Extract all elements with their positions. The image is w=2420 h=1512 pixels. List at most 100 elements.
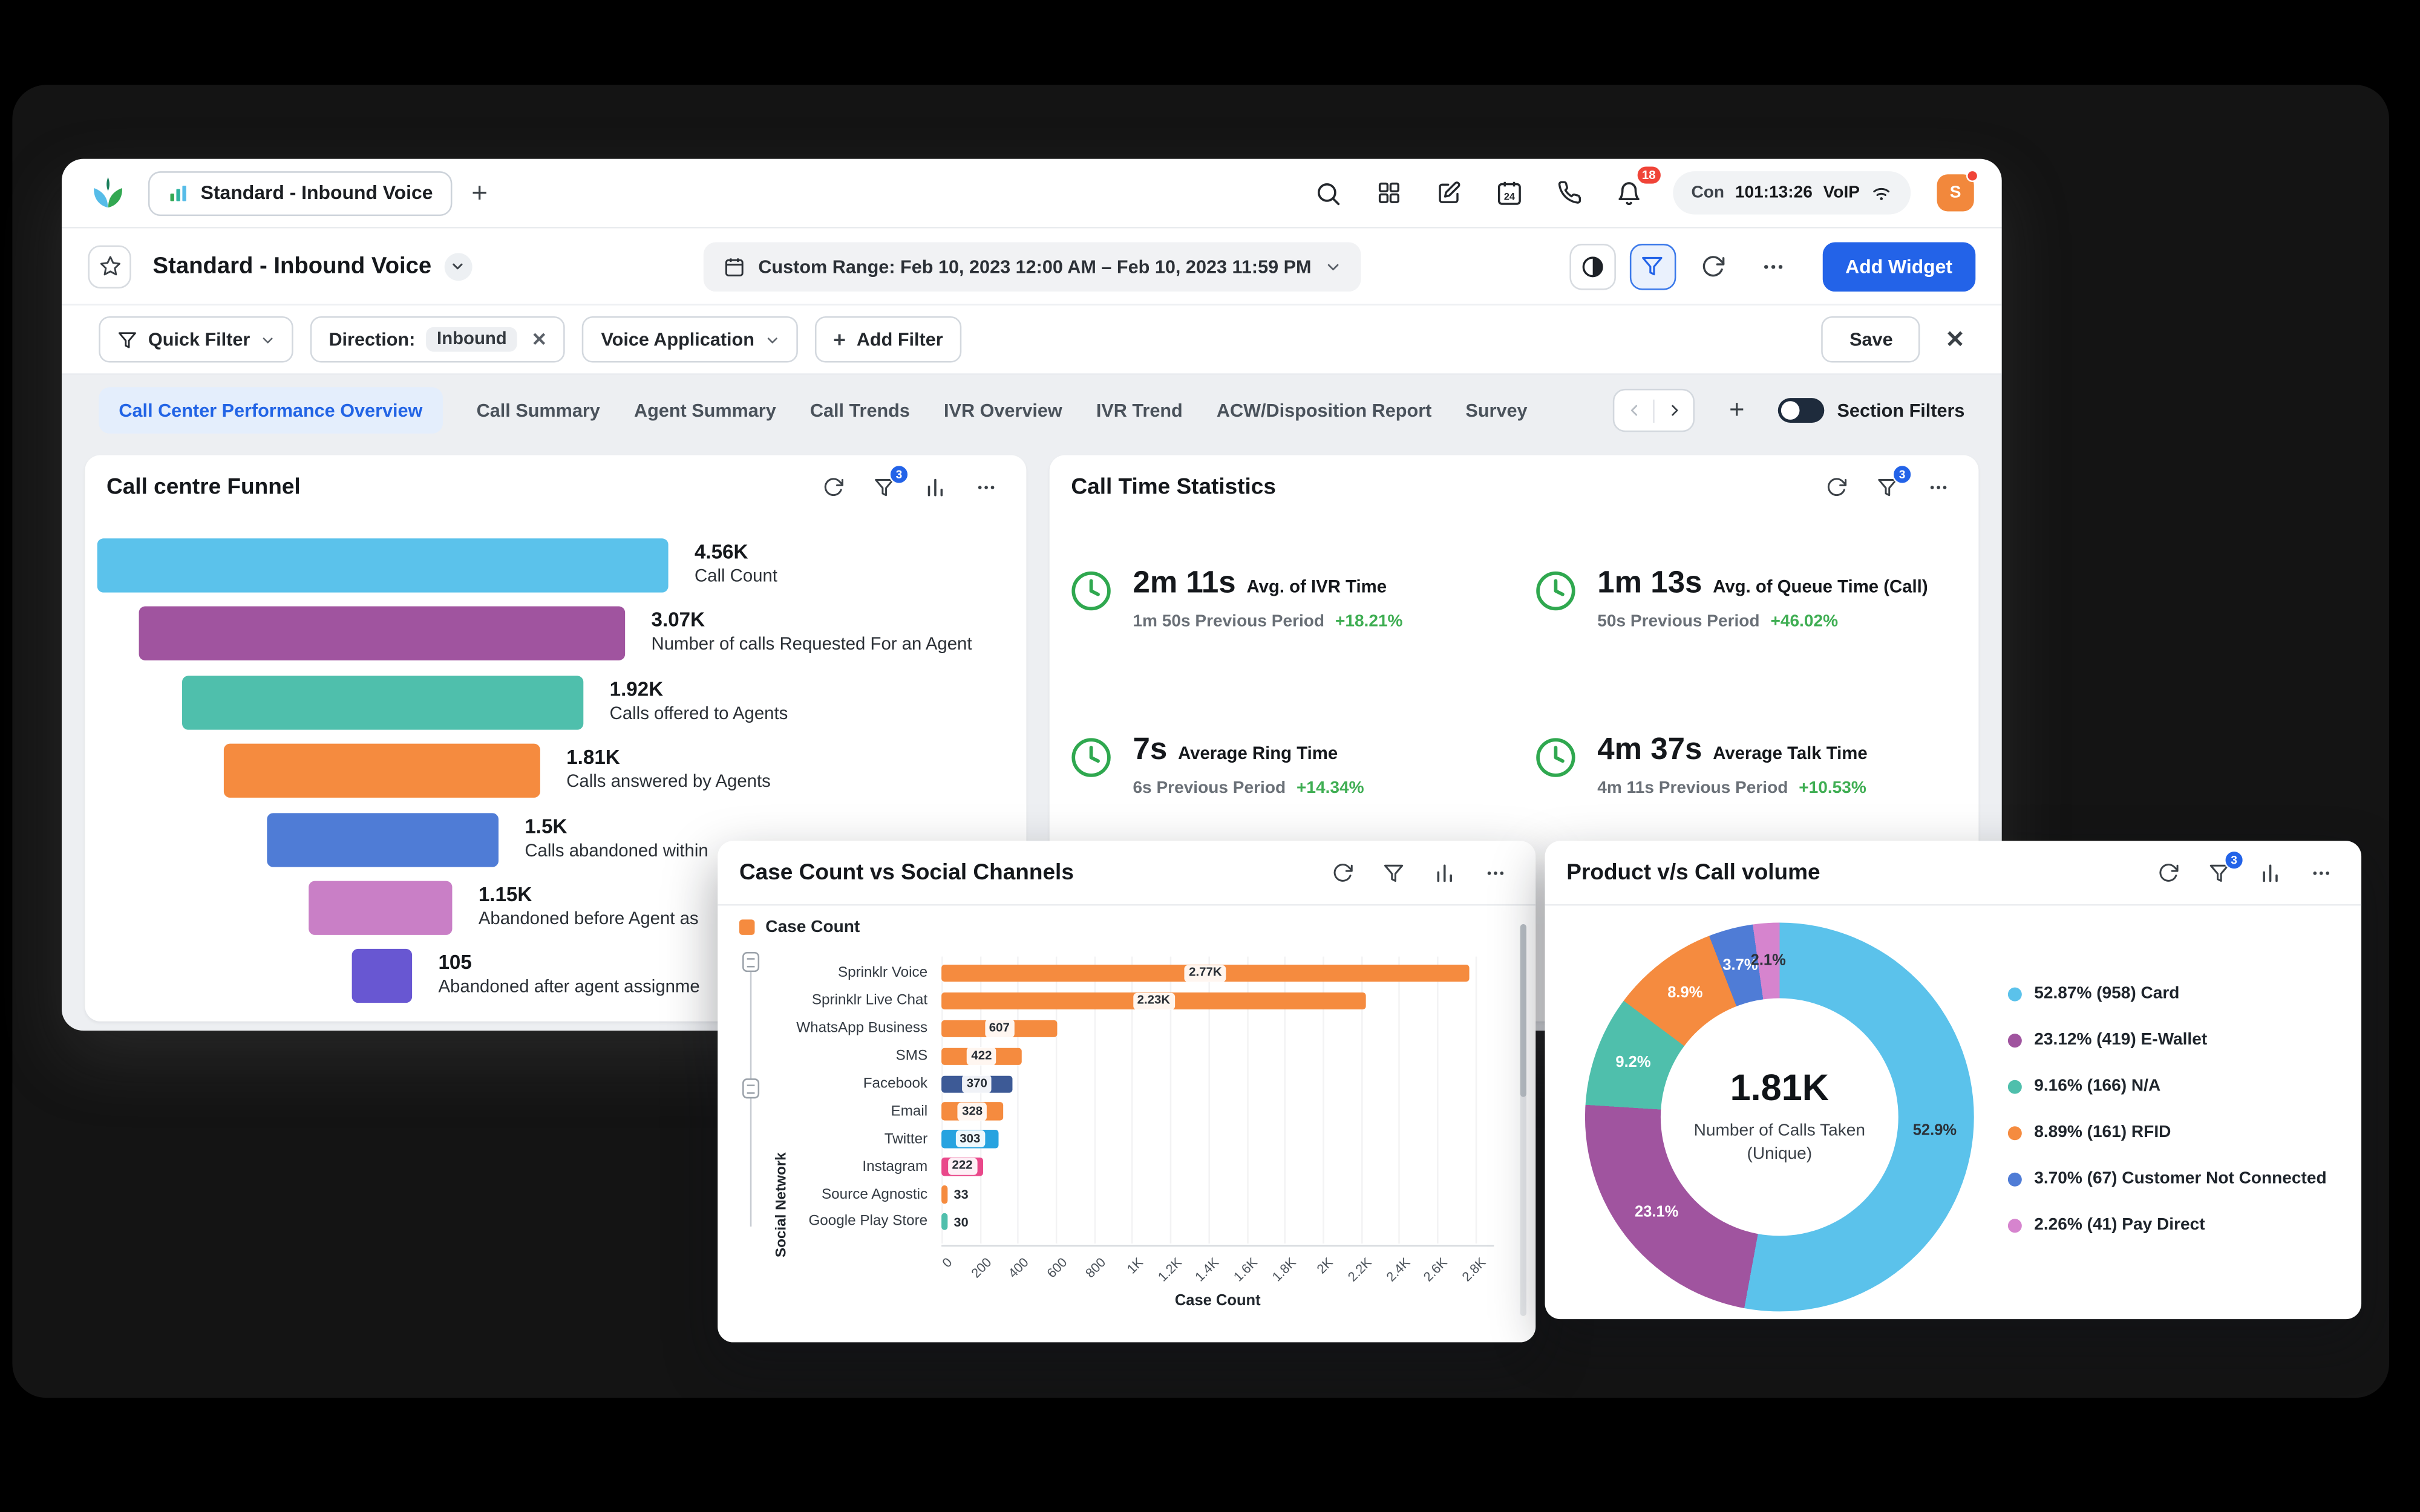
widget-chart-type-icon[interactable]	[917, 469, 953, 506]
gridline	[1208, 956, 1210, 1244]
case-bar[interactable]	[941, 1185, 948, 1204]
bar-track: 30	[941, 1208, 1494, 1236]
avatar[interactable]: S	[1937, 169, 1979, 212]
case-bar[interactable]: 328	[941, 1103, 1004, 1121]
call-status-pill[interactable]: Con 101:13:26 VoIP	[1672, 171, 1911, 215]
case-bar[interactable]	[941, 1213, 948, 1231]
funnel-bar[interactable]	[139, 607, 626, 661]
case-bar[interactable]: 422	[941, 1047, 1022, 1066]
tab-acw-disposition-report[interactable]: ACW/Disposition Report	[1216, 399, 1432, 422]
donut-chart[interactable]: 1.81K Number of Calls Taken (Unique) 52.…	[1584, 922, 1974, 1312]
calendar-icon[interactable]: 24	[1492, 176, 1526, 210]
widget-refresh-icon[interactable]	[2150, 854, 2187, 891]
title-chevron-down-icon[interactable]	[443, 252, 472, 281]
quick-filter-button[interactable]: Quick Filter	[99, 316, 293, 363]
widget-more-icon[interactable]	[1477, 854, 1514, 891]
save-button[interactable]: Save	[1822, 316, 1921, 363]
more-options-button[interactable]	[1750, 243, 1796, 290]
funnel-stage-value: 4.56K	[694, 539, 748, 564]
widget-filter-icon[interactable]: 3	[1869, 464, 1912, 506]
clock-icon	[1532, 568, 1579, 631]
section-filters-toggle[interactable]	[1778, 398, 1825, 423]
slider-handle-top[interactable]	[742, 951, 760, 973]
notifications-bell-icon[interactable]: 18	[1612, 165, 1662, 210]
widget-chart-type-icon[interactable]	[1426, 854, 1463, 891]
stat-label: Avg. of IVR Time	[1246, 578, 1387, 598]
funnel-bar[interactable]	[97, 538, 669, 593]
legend-item[interactable]: 8.89% (161) RFID	[2007, 1109, 2327, 1156]
page-title: Standard - Inbound Voice	[152, 253, 432, 279]
widget-refresh-icon[interactable]	[1324, 854, 1361, 891]
date-range-picker[interactable]: Custom Range: Feb 10, 2023 12:00 AM – Fe…	[702, 241, 1361, 291]
favorite-star-button[interactable]	[88, 244, 131, 288]
chart-scrollbar[interactable]	[1520, 924, 1526, 1317]
tab-ivr-trend[interactable]: IVR Trend	[1096, 399, 1183, 422]
gridline	[1018, 956, 1019, 1244]
funnel-bar[interactable]	[182, 675, 584, 730]
widget-filter-icon[interactable]: 3	[866, 464, 909, 506]
dashboard-tab[interactable]: Standard - Inbound Voice	[148, 170, 453, 215]
add-widget-button[interactable]: Add Widget	[1822, 241, 1976, 291]
new-tab-button[interactable]: +	[471, 177, 488, 209]
widget-filter-icon[interactable]	[1375, 854, 1412, 891]
widget-more-icon[interactable]	[2303, 854, 2340, 891]
clock-icon	[1532, 734, 1579, 798]
gridline	[1398, 956, 1401, 1244]
compose-icon[interactable]	[1432, 176, 1466, 210]
funnel-bar[interactable]	[309, 881, 453, 935]
close-filters-icon[interactable]: ✕	[1945, 327, 1965, 354]
case-bar[interactable]: 607	[941, 1020, 1058, 1038]
chart-legend[interactable]: Case Count	[739, 918, 860, 936]
legend-item[interactable]: 52.87% (958) Card	[2007, 971, 2327, 1017]
slider-handle-bottom[interactable]	[742, 1078, 760, 1099]
widget-filter-icon[interactable]: 3	[2201, 849, 2245, 891]
call-protocol: VoIP	[1823, 183, 1860, 203]
funnel-bar[interactable]	[267, 812, 499, 867]
funnel-bar[interactable]	[352, 949, 413, 1004]
legend-item[interactable]: 23.12% (419) E-Wallet	[2007, 1017, 2327, 1063]
search-icon[interactable]	[1312, 176, 1346, 210]
widget-refresh-icon[interactable]	[1818, 469, 1855, 506]
tabs-scroll-nav	[1613, 388, 1695, 432]
case-bar[interactable]: 222	[941, 1158, 983, 1176]
funnel-stage-info: 1.15K Abandoned before Agent as	[479, 882, 699, 929]
tabs-next-button[interactable]	[1655, 403, 1694, 419]
legend-item[interactable]: 3.70% (67) Customer Not Connected	[2007, 1156, 2327, 1202]
refresh-button[interactable]	[1689, 243, 1736, 290]
tab-agent-summary[interactable]: Agent Summary	[633, 399, 776, 422]
widget-more-icon[interactable]	[967, 469, 1004, 506]
tab-call-summary[interactable]: Call Summary	[476, 399, 600, 422]
tab-call-trends[interactable]: Call Trends	[809, 399, 910, 422]
apps-grid-icon[interactable]	[1372, 176, 1405, 210]
case-bar[interactable]: 370	[941, 1075, 1013, 1093]
legend-item[interactable]: 2.26% (41) Pay Direct	[2007, 1202, 2327, 1248]
case-bar[interactable]: 2.77K	[941, 964, 1470, 983]
case-bar[interactable]: 303	[941, 1130, 999, 1149]
direction-filter-chip[interactable]: Direction: Inbound ✕	[310, 316, 566, 363]
phone-icon[interactable]	[1552, 176, 1586, 210]
tab-survey[interactable]: Survey	[1465, 399, 1528, 422]
tab-call-center-performance-overview[interactable]: Call Center Performance Overview	[99, 387, 443, 434]
stat-delta: +18.21%	[1335, 612, 1403, 631]
funnel-stage-info: 1.5K Calls abandoned within	[525, 814, 708, 861]
remove-direction-filter-icon[interactable]: ✕	[531, 328, 548, 351]
funnel-bar[interactable]	[223, 744, 540, 798]
widget-chart-type-icon[interactable]	[2252, 854, 2289, 891]
legend-swatch	[2007, 1079, 2022, 1093]
add-filter-button[interactable]: + Add Filter	[814, 316, 962, 363]
avatar-initial: S	[1949, 183, 1961, 203]
widget-more-icon[interactable]	[1920, 469, 1957, 506]
legend-item[interactable]: 9.16% (166) N/A	[2007, 1063, 2327, 1110]
dashboard-filter-button[interactable]	[1629, 243, 1676, 290]
date-range-text: Custom Range: Feb 10, 2023 12:00 AM – Fe…	[758, 255, 1312, 277]
case-bar[interactable]: 2.23K	[941, 992, 1366, 1010]
add-section-button[interactable]: +	[1729, 395, 1745, 425]
tab-ivr-overview[interactable]: IVR Overview	[944, 399, 1062, 422]
donut-slice-label: 3.7%	[1722, 957, 1758, 975]
theme-toggle-button[interactable]	[1569, 243, 1616, 290]
voice-application-filter-chip[interactable]: Voice Application	[582, 316, 798, 363]
category-label: Instagram	[862, 1158, 928, 1176]
tabs-prev-button[interactable]	[1615, 403, 1653, 419]
donut-legend: 52.87% (958) Card 23.12% (419) E-Wallet 9.…	[2007, 971, 2327, 1248]
widget-refresh-icon[interactable]	[815, 469, 852, 506]
